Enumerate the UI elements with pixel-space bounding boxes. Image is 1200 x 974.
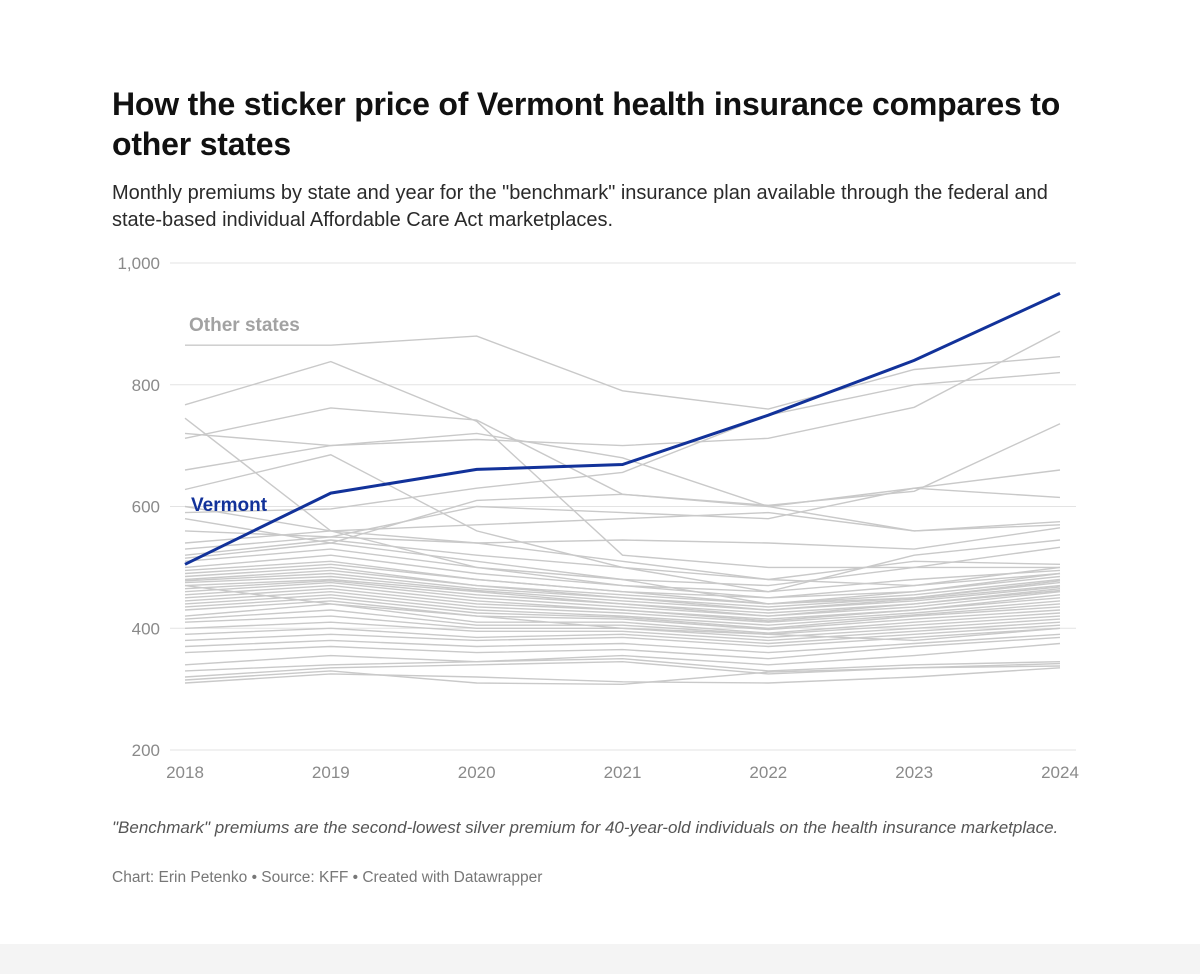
other-state-line — [184, 505, 1061, 587]
other-state-line — [184, 371, 1061, 514]
other-state-line — [184, 594, 1061, 626]
other-state-line — [184, 636, 1061, 660]
other-state-line — [184, 580, 1061, 617]
x-tick-label: 2018 — [166, 763, 204, 782]
line-chart: 200 400 600 800 1,000 2018 2019 2020 2021 2022 202… — [117, 254, 1078, 782]
other-state-line — [184, 587, 1061, 622]
y-tick-label: 600 — [132, 498, 160, 517]
vermont-line-group — [184, 292, 1061, 566]
x-tick-label: 2019 — [312, 763, 350, 782]
other-state-line — [184, 657, 1061, 672]
other-state-line — [184, 572, 1061, 611]
other-state-line — [184, 597, 1061, 630]
other-state-line — [184, 624, 1061, 645]
other-states-lines — [184, 330, 1061, 686]
other-state-line — [184, 542, 1060, 587]
other-state-line — [184, 642, 1061, 666]
axis-labels: 200 400 600 800 1,000 2018 2019 2020 2021 2022 202… — [117, 254, 1078, 782]
x-tick-label: 2023 — [895, 763, 933, 782]
vermont-line — [184, 292, 1061, 566]
other-state-line — [184, 609, 1061, 636]
other-state-line — [184, 633, 1061, 654]
other-state-line — [184, 627, 1061, 648]
x-tick-label: 2020 — [458, 763, 496, 782]
other-state-line — [184, 621, 1061, 642]
other-state-line — [184, 539, 1061, 581]
other-state-line — [184, 432, 1061, 532]
other-state-line — [184, 667, 1061, 684]
other-states-label: Other states — [189, 315, 300, 336]
other-state-line — [184, 575, 1061, 611]
chart-title: How the sticker price of Vermont health … — [112, 86, 1061, 162]
page-bottom-band — [0, 944, 1200, 974]
chart-header: How the sticker price of Vermont health … — [112, 84, 1092, 234]
y-tick-label: 1,000 — [117, 254, 160, 273]
other-state-line — [184, 584, 1061, 642]
chart-byline: Chart: Erin Petenko • Source: KFF • Crea… — [112, 869, 543, 886]
other-state-line — [184, 527, 1061, 550]
x-tick-label: 2021 — [604, 763, 642, 782]
chart-subtitle: Monthly premiums by state and year for t… — [112, 182, 1048, 231]
other-state-line — [184, 590, 1061, 623]
y-tick-label: 400 — [132, 619, 160, 638]
other-state-line — [184, 600, 1061, 631]
x-tick-label: 2024 — [1041, 763, 1079, 782]
chart-notes: "Benchmark" premiums are the second-lowe… — [112, 818, 1059, 837]
y-tick-label: 800 — [132, 376, 160, 395]
vermont-label: Vermont — [191, 495, 268, 516]
other-state-line — [184, 581, 1061, 617]
other-state-line — [184, 330, 1061, 447]
other-state-line — [185, 335, 1061, 410]
other-state-line — [184, 423, 1061, 544]
x-tick-label: 2022 — [749, 763, 787, 782]
y-tick-label: 200 — [132, 741, 160, 760]
other-state-line — [184, 563, 1061, 605]
other-state-line — [184, 665, 1061, 686]
